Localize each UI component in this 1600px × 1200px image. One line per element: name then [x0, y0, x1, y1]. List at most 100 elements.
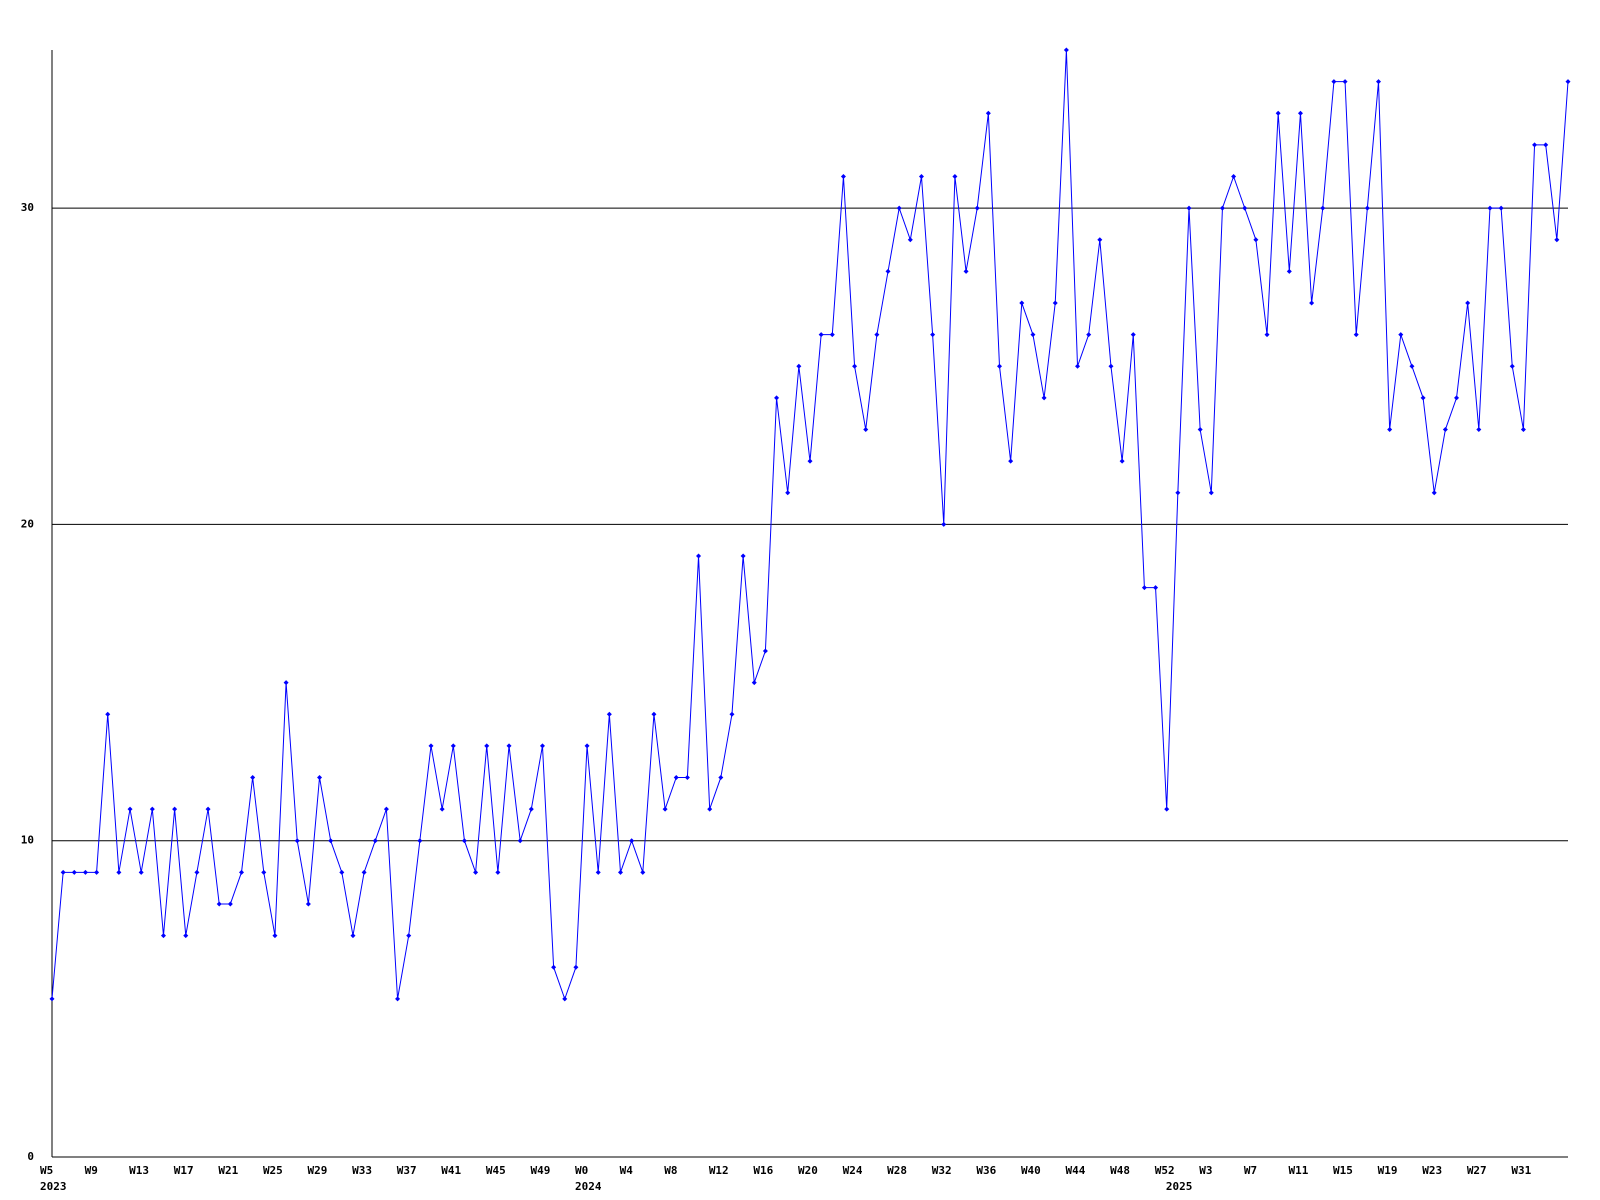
- x-tick-label: W9: [85, 1164, 98, 1177]
- x-tick-label: W17: [174, 1164, 194, 1177]
- data-point: [71, 869, 77, 875]
- data-point: [82, 869, 88, 875]
- data-point: [785, 490, 791, 496]
- data-point: [1476, 427, 1482, 433]
- data-point: [94, 869, 100, 875]
- data-point: [1030, 332, 1036, 338]
- data-point: [1253, 237, 1259, 243]
- data-point: [1420, 395, 1426, 401]
- y-tick-label: 20: [21, 517, 34, 530]
- data-point: [629, 838, 635, 844]
- data-point: [1019, 300, 1025, 306]
- data-point: [952, 174, 958, 180]
- data-point: [428, 743, 434, 749]
- data-point: [272, 933, 278, 939]
- data-point: [1242, 205, 1248, 211]
- data-point: [1543, 142, 1549, 148]
- data-point: [1320, 205, 1326, 211]
- y-tick-label: 30: [21, 201, 34, 214]
- x-tick-label: W16: [753, 1164, 773, 1177]
- data-point: [1331, 79, 1337, 85]
- data-point: [1431, 490, 1437, 496]
- x-tick-label: W36: [976, 1164, 996, 1177]
- x-tick-label: W52: [1155, 1164, 1175, 1177]
- x-year-label: 2024: [575, 1180, 602, 1193]
- data-point: [261, 869, 267, 875]
- data-point: [796, 363, 802, 369]
- x-tick-label: W23: [1422, 1164, 1442, 1177]
- data-point: [1164, 806, 1170, 812]
- x-tick-label: W41: [441, 1164, 461, 1177]
- x-tick-label: W12: [709, 1164, 729, 1177]
- data-point: [294, 838, 300, 844]
- data-point: [1565, 79, 1571, 85]
- data-point: [1041, 395, 1047, 401]
- x-tick-label: W3: [1199, 1164, 1212, 1177]
- data-point: [1398, 332, 1404, 338]
- x-tick-label: W25: [263, 1164, 283, 1177]
- data-point: [1197, 427, 1203, 433]
- data-point: [718, 774, 724, 780]
- data-point: [1008, 458, 1014, 464]
- data-point: [473, 869, 479, 875]
- data-point: [1442, 427, 1448, 433]
- data-point: [807, 458, 813, 464]
- x-tick-label: W49: [530, 1164, 550, 1177]
- x-tick-label: W31: [1511, 1164, 1531, 1177]
- data-point: [283, 680, 289, 686]
- data-point: [1387, 427, 1393, 433]
- data-point: [696, 553, 702, 559]
- data-point: [774, 395, 780, 401]
- x-tick-label: W19: [1378, 1164, 1398, 1177]
- data-point: [1342, 79, 1348, 85]
- data-point: [1275, 110, 1281, 116]
- data-point: [997, 363, 1002, 369]
- data-point: [406, 933, 412, 939]
- data-point: [160, 933, 166, 939]
- data-point: [194, 869, 200, 875]
- data-point: [1264, 332, 1270, 338]
- x-tick-label: W7: [1244, 1164, 1257, 1177]
- data-point: [417, 838, 423, 844]
- data-point: [361, 869, 367, 875]
- data-point: [1297, 110, 1303, 116]
- data-point: [618, 869, 623, 875]
- data-point: [606, 711, 612, 717]
- y-tick-label: 10: [21, 834, 34, 847]
- data-point: [896, 205, 902, 211]
- data-point: [1153, 585, 1159, 591]
- data-point: [818, 332, 824, 338]
- data-point: [60, 869, 66, 875]
- data-point: [595, 869, 601, 875]
- x-tick-label: W40: [1021, 1164, 1041, 1177]
- data-point: [1108, 363, 1114, 369]
- data-point: [250, 774, 256, 780]
- x-tick-label: W44: [1066, 1164, 1086, 1177]
- data-point: [305, 901, 311, 907]
- x-tick-label: W8: [664, 1164, 677, 1177]
- x-tick-label: W45: [486, 1164, 506, 1177]
- data-point: [539, 743, 545, 749]
- data-point: [584, 743, 590, 749]
- data-point: [461, 838, 467, 844]
- data-point: [149, 806, 155, 812]
- data-point: [573, 964, 579, 970]
- data-point: [1509, 363, 1515, 369]
- x-tick-label: W20: [798, 1164, 818, 1177]
- data-point: [651, 711, 657, 717]
- x-tick-label: W48: [1110, 1164, 1130, 1177]
- data-point: [1208, 490, 1214, 496]
- data-point: [1186, 205, 1192, 211]
- data-point: [138, 869, 144, 875]
- data-point: [1309, 300, 1315, 306]
- data-point: [105, 711, 111, 717]
- data-point: [506, 743, 512, 749]
- x-tick-label: W13: [129, 1164, 149, 1177]
- data-point: [1063, 47, 1069, 53]
- x-tick-label: W0: [575, 1164, 588, 1177]
- data-point: [930, 332, 936, 338]
- data-point: [985, 110, 991, 116]
- data-point: [1086, 332, 1092, 338]
- data-point: [49, 996, 55, 1002]
